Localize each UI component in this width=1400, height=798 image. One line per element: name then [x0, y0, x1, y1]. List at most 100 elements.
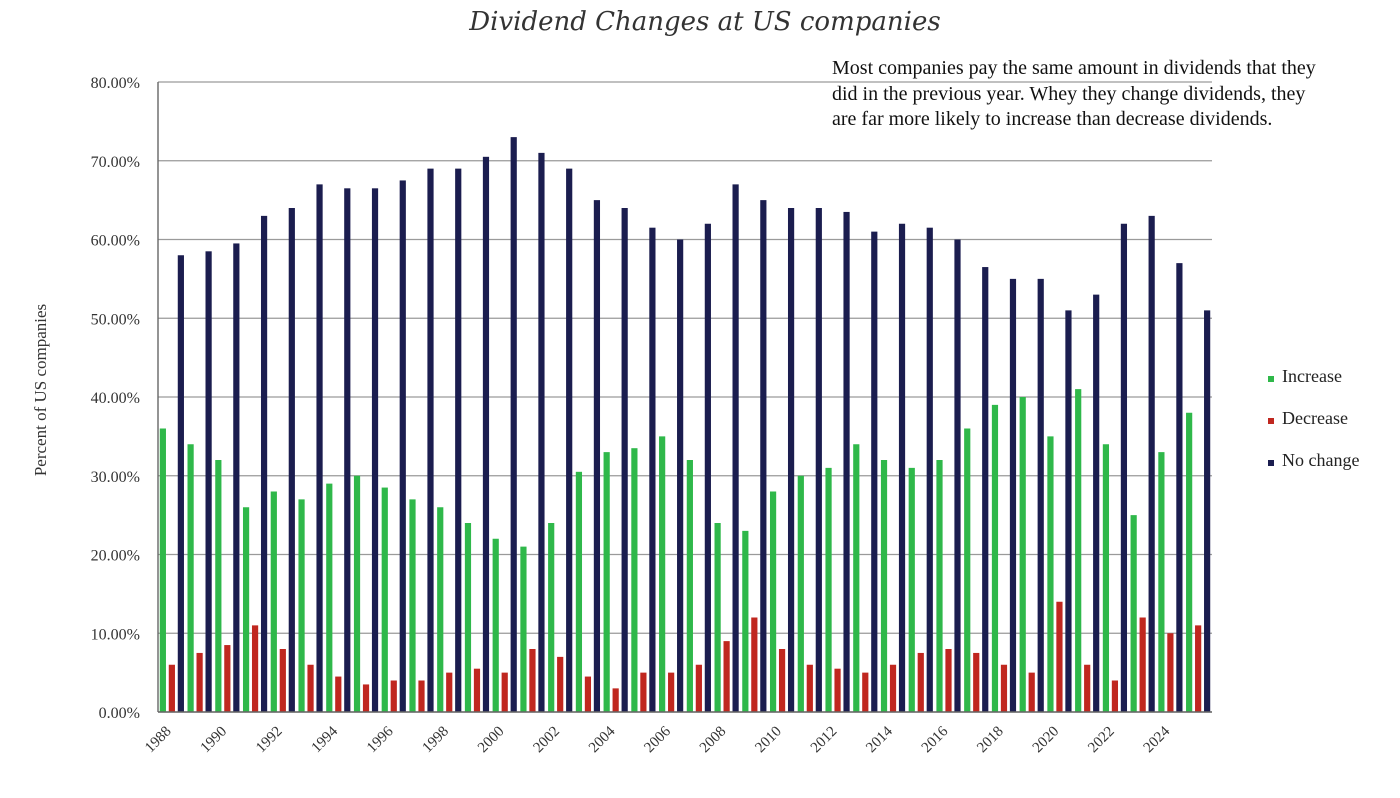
x-tick-label: 2024 [1141, 723, 1174, 756]
bar-increase [1102, 444, 1110, 712]
bar-no-change [649, 227, 656, 712]
y-tick-label: 0.00% [99, 705, 140, 722]
bar-no-change [815, 208, 822, 712]
bar-decrease [307, 664, 314, 712]
y-axis-label: Percent of US companies [31, 304, 50, 476]
bar-no-change [538, 152, 545, 712]
bar-decrease [390, 680, 397, 712]
x-tick-label: 2022 [1085, 724, 1118, 757]
y-tick-label: 50.00% [91, 311, 140, 328]
bar-decrease [418, 680, 425, 712]
bar-no-change [1093, 294, 1100, 712]
bar-no-change [1065, 310, 1072, 712]
bar-decrease [362, 684, 370, 712]
bar-no-change [455, 168, 462, 712]
bar-increase [631, 448, 638, 712]
bar-increase [1158, 452, 1165, 712]
bar-no-change [260, 215, 268, 712]
y-tick-label: 40.00% [91, 390, 140, 407]
bar-decrease [834, 668, 841, 712]
bar-no-change [1037, 278, 1044, 712]
bar-increase [686, 460, 693, 712]
bar-no-change [926, 227, 933, 712]
bar-decrease [917, 652, 924, 712]
y-tick-label: 10.00% [91, 626, 140, 643]
bar-decrease [1056, 601, 1063, 712]
bar-no-change [732, 184, 739, 712]
bar-decrease [251, 625, 259, 712]
x-tick-label: 1988 [142, 724, 175, 757]
bar-increase [1186, 412, 1193, 712]
bar-increase [270, 491, 277, 712]
bar-decrease [1167, 633, 1174, 712]
bar-increase [187, 444, 194, 712]
bar-no-change [1176, 263, 1183, 712]
legend-entry: No change [1282, 450, 1359, 470]
legend-swatch [1268, 460, 1274, 466]
x-tick-label: 1996 [364, 723, 397, 756]
bar-increase [991, 404, 999, 712]
x-tick-label: 2020 [1030, 724, 1063, 757]
x-tick-label: 2004 [586, 723, 619, 756]
bar-decrease [473, 668, 481, 712]
bar-increase [1075, 389, 1082, 712]
y-tick-label: 20.00% [91, 548, 140, 565]
chart-annotation: Most companies pay the same amount in di… [832, 57, 1316, 131]
bar-decrease [1195, 625, 1202, 712]
bar-decrease [584, 676, 592, 712]
bar-increase [159, 428, 166, 712]
bar-increase [575, 471, 583, 712]
bar-increase [326, 483, 333, 712]
bar-decrease [668, 672, 675, 712]
bar-decrease [1000, 664, 1008, 712]
bar-no-change [787, 208, 795, 712]
bar-increase [1047, 436, 1054, 712]
bar-increase [215, 460, 222, 712]
bar-no-change [344, 188, 351, 712]
bar-no-change [760, 200, 767, 712]
bar-decrease [1139, 617, 1146, 712]
legend-entry: Increase [1282, 366, 1342, 386]
bar-no-change [704, 223, 711, 712]
x-tick-label: 2010 [752, 724, 785, 757]
bar-decrease [945, 649, 952, 712]
bar-no-change [621, 208, 628, 712]
bar-no-change [1120, 223, 1128, 712]
bar-increase [769, 491, 777, 712]
bar-decrease [778, 649, 786, 712]
x-tick-labels: 1988 1990 1992 1994 1996 1998 2000 2002 2004 2006… [142, 723, 1173, 756]
bar-no-change [871, 231, 878, 712]
bar-increase [520, 546, 527, 712]
legend-swatch [1268, 376, 1274, 382]
bar-increase [908, 467, 915, 712]
bar-increase [714, 523, 721, 712]
legend: Increase Decrease No change [1268, 366, 1359, 470]
bar-no-change [233, 243, 240, 712]
bar-decrease [1028, 672, 1035, 712]
bar-no-change [593, 200, 601, 712]
bar-decrease [973, 652, 980, 712]
bar-decrease [279, 649, 286, 712]
bar-decrease [862, 672, 869, 712]
bar-decrease [529, 649, 536, 712]
bar-increase [464, 523, 472, 712]
bar-decrease [335, 676, 342, 712]
x-tick-label: 1992 [253, 724, 286, 757]
bar-increase [437, 507, 444, 712]
bar-increase [603, 452, 610, 712]
bar-no-change [316, 184, 323, 712]
x-tick-label: 1998 [420, 724, 453, 757]
bar-increase [825, 467, 832, 712]
y-tick-label: 80.00% [91, 75, 140, 92]
bar-increase [492, 538, 499, 712]
y-tick-label: 70.00% [91, 154, 140, 171]
bar-increase [298, 499, 305, 712]
y-tick-label: 60.00% [91, 233, 140, 250]
bar-no-change [177, 255, 184, 712]
x-tick-label: 2002 [530, 724, 563, 757]
x-tick-label: 2000 [475, 724, 508, 757]
bar-decrease [751, 617, 758, 712]
bar-no-change [1009, 278, 1017, 712]
bar-increase [1130, 515, 1137, 712]
bar-no-change [566, 168, 573, 712]
